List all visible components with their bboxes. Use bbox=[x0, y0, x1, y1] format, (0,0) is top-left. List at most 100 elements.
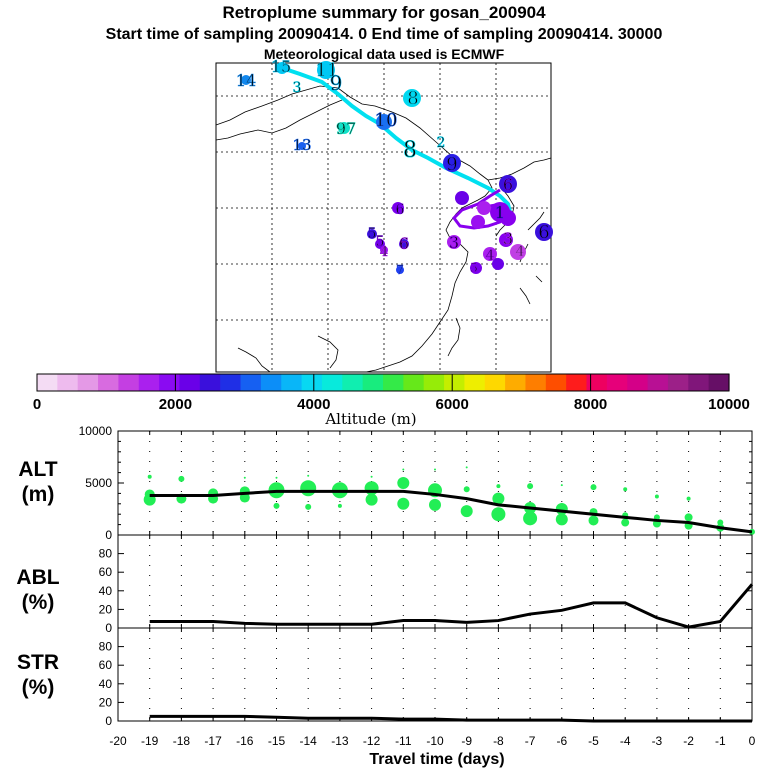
plume-dot bbox=[483, 247, 497, 261]
alt-plume-point bbox=[305, 503, 312, 510]
plume-day-label: 6 bbox=[538, 222, 549, 243]
plume-dot bbox=[499, 233, 513, 247]
str-y-tick-label: 0 bbox=[105, 714, 112, 728]
abl-y-tick-label: 80 bbox=[99, 547, 113, 561]
colorbar-segment bbox=[464, 374, 486, 391]
alt-plume-point bbox=[621, 518, 630, 527]
plume-dot bbox=[396, 266, 404, 274]
plume-day-label: 97 bbox=[336, 119, 356, 138]
alt-plume-point bbox=[623, 487, 628, 492]
plume-day-label: 5 bbox=[368, 226, 377, 242]
plume-day-label: 1 bbox=[495, 203, 505, 222]
plume-dot bbox=[447, 235, 461, 249]
x-tick-label: -9 bbox=[461, 734, 472, 748]
plume-dot bbox=[376, 114, 392, 130]
alt-plume-point bbox=[496, 484, 501, 489]
alt-plume-point bbox=[555, 513, 568, 526]
colorbar-segment bbox=[260, 374, 282, 391]
alt-plume-point bbox=[370, 475, 373, 478]
plume-dot bbox=[477, 201, 491, 215]
colorbar-segment bbox=[505, 374, 527, 391]
plume-day-label: 6 bbox=[503, 175, 513, 194]
colorbar-segment bbox=[647, 374, 669, 391]
colorbar-segment bbox=[342, 374, 364, 391]
abl-y-tick-label: 0 bbox=[105, 621, 112, 635]
alt-median-line bbox=[149, 489, 753, 534]
plume-day-label: 14 bbox=[236, 71, 256, 90]
alt-plume-point bbox=[523, 511, 538, 526]
alt-plume-point bbox=[365, 493, 378, 506]
alt-plume-point bbox=[300, 480, 317, 497]
str-frame bbox=[117, 627, 753, 722]
coastlines bbox=[215, 85, 552, 373]
alt-plume-point bbox=[560, 484, 563, 487]
alt-y-tick-label: 0 bbox=[105, 528, 112, 542]
plume-dot bbox=[298, 142, 306, 150]
abl-frame bbox=[117, 534, 753, 629]
x-tick-label: -20 bbox=[109, 734, 127, 748]
colorbar-segment bbox=[77, 374, 99, 391]
colorbar-segment bbox=[362, 374, 384, 391]
str-y-tick-label: 20 bbox=[99, 695, 113, 709]
colorbar-segment bbox=[138, 374, 160, 391]
plume-day-label: 8 bbox=[403, 138, 417, 163]
alt-plume-point bbox=[460, 505, 473, 518]
x-tick-label: -18 bbox=[173, 734, 191, 748]
colorbar-segment bbox=[566, 374, 588, 391]
x-tick-label: -6 bbox=[556, 734, 567, 748]
x-tick-label: -7 bbox=[525, 734, 536, 748]
x-tick-label: 0 bbox=[749, 734, 756, 748]
colorbar-segment bbox=[667, 374, 689, 391]
plume-dot bbox=[241, 75, 251, 85]
x-tick-label: -17 bbox=[204, 734, 222, 748]
alt-plume-point bbox=[307, 474, 310, 477]
alt-plume-point bbox=[434, 468, 436, 471]
alt-plume-point bbox=[178, 475, 185, 482]
x-tick-label: -5 bbox=[588, 734, 599, 748]
alt-plume-point bbox=[429, 498, 441, 511]
alt-plume-point bbox=[243, 476, 246, 479]
colorbar-segment bbox=[627, 374, 649, 391]
abl-y-tick-label: 40 bbox=[99, 584, 113, 598]
colorbar-segment bbox=[240, 374, 262, 391]
colorbar-tick-label: 10000 bbox=[708, 396, 750, 413]
colorbar-tick-label: 2000 bbox=[159, 396, 192, 413]
abl-y-tick-label: 20 bbox=[99, 602, 113, 616]
alt-plume-point bbox=[397, 477, 410, 489]
colorbar-segment bbox=[199, 374, 221, 391]
colorbar-segment bbox=[708, 374, 730, 391]
colorbar-segment bbox=[688, 374, 710, 391]
alt-plume-point bbox=[147, 474, 152, 479]
x-tick-label: -4 bbox=[620, 734, 631, 748]
colorbar-segment bbox=[444, 374, 466, 391]
alt-plume-point bbox=[588, 515, 599, 526]
sampling-time-line: Start time of sampling 20090414. 0 End t… bbox=[105, 26, 663, 43]
alt-plume-point bbox=[492, 492, 505, 505]
alt-plume-point bbox=[463, 486, 470, 493]
str-y-tick-label: 80 bbox=[99, 640, 113, 654]
plume-dot bbox=[338, 122, 350, 134]
plume-day-label: 5 bbox=[376, 234, 385, 250]
plume-dot bbox=[455, 191, 469, 205]
alt-plume-point bbox=[402, 468, 405, 471]
plume-dots bbox=[241, 61, 553, 274]
plume-dot bbox=[471, 215, 485, 229]
plume-day-label: 3 bbox=[449, 233, 459, 252]
alt-plume-point bbox=[397, 497, 410, 510]
str-unit-label: (%) bbox=[22, 676, 55, 699]
alt-plume-point bbox=[364, 481, 379, 496]
alt-plume-point bbox=[527, 483, 534, 490]
alt-plume-point bbox=[491, 507, 506, 522]
x-tick-label: -16 bbox=[236, 734, 254, 748]
colorbar-segment bbox=[301, 374, 323, 391]
colorbar-segment bbox=[57, 374, 79, 391]
plume-day-label: 9 bbox=[446, 154, 457, 175]
colorbar-segment bbox=[606, 374, 628, 391]
plume-day-label: 4 bbox=[486, 248, 495, 264]
colorbar-segment bbox=[98, 374, 120, 391]
plume-dot bbox=[276, 62, 288, 74]
plume-dot bbox=[470, 262, 482, 274]
plume-day-label: 6 bbox=[399, 234, 409, 253]
